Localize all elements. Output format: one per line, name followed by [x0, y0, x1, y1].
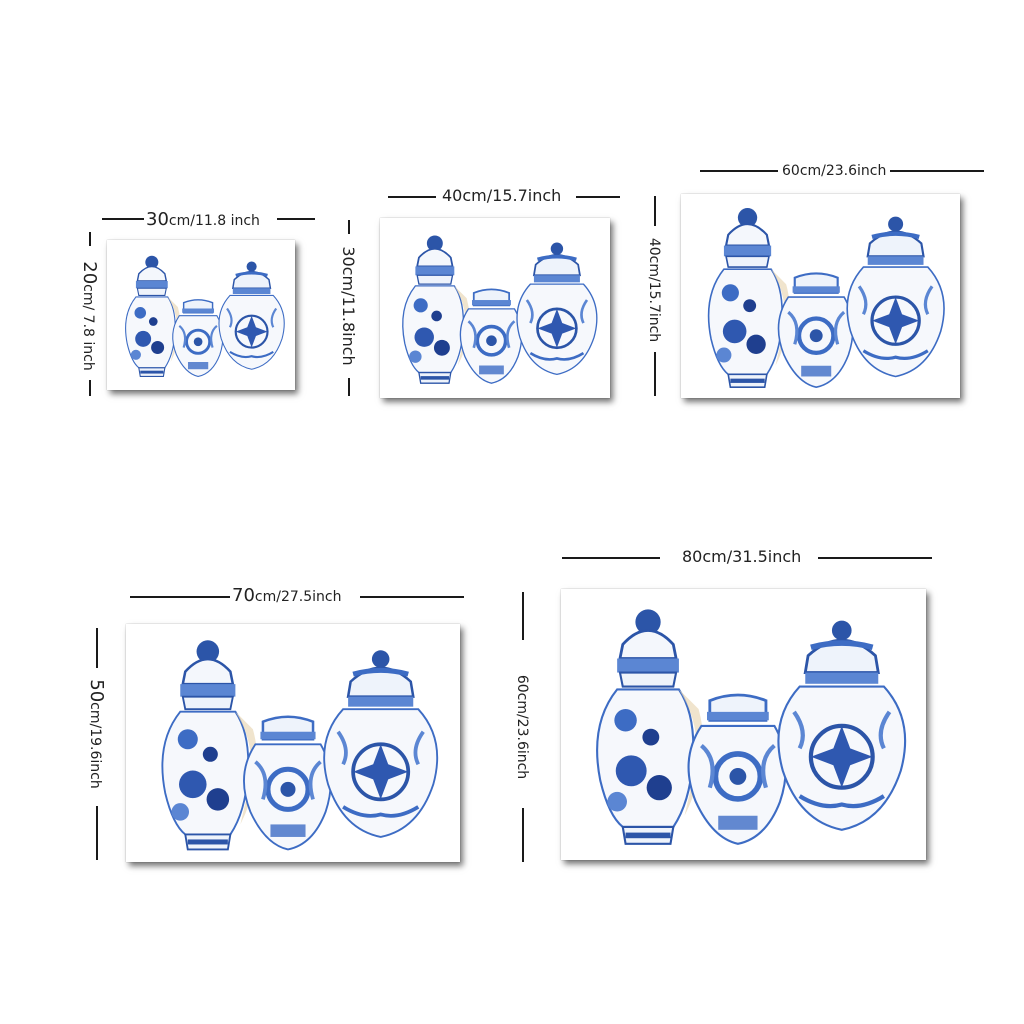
height-line	[522, 808, 524, 862]
width-line	[102, 218, 144, 220]
width-line	[818, 557, 932, 559]
width-line	[277, 218, 315, 220]
width-line	[562, 557, 660, 559]
height-line	[348, 220, 350, 234]
canvas-print-70x50	[126, 624, 460, 862]
height-line	[348, 378, 350, 396]
height-line	[96, 628, 98, 668]
height-label: 50cm/19.6inch	[86, 679, 107, 789]
width-label: 40cm/15.7inch	[442, 186, 562, 205]
width-label: 60cm/23.6inch	[782, 163, 887, 179]
height-label: 40cm/15.7inch	[646, 237, 662, 343]
blue-white-vases-illustration	[681, 194, 960, 398]
width-line	[130, 596, 230, 598]
blue-white-vases-illustration	[561, 589, 926, 860]
width-line	[360, 596, 464, 598]
height-line	[89, 232, 91, 246]
canvas-print-60x40	[681, 194, 960, 398]
height-line	[89, 380, 91, 396]
canvas-print-small	[107, 240, 295, 390]
height-line	[96, 806, 98, 860]
width-line	[576, 196, 620, 198]
canvas-print-40x30	[380, 218, 610, 398]
width-line	[890, 170, 984, 172]
blue-white-vases-illustration	[124, 254, 286, 378]
height-label: 30cm/11.8inch	[339, 246, 358, 366]
width-label: 70cm/27.5inch	[232, 585, 342, 606]
width-line	[700, 170, 778, 172]
height-label: 20cm/ 7.8 inch	[79, 261, 100, 371]
height-line	[654, 196, 656, 226]
height-line	[522, 592, 524, 640]
height-label: 60cm/23.6inch	[514, 674, 530, 780]
width-label: 80cm/31.5inch	[682, 547, 802, 566]
width-line	[388, 196, 436, 198]
height-line	[654, 352, 656, 396]
width-label: 30cm/11.8 inch	[146, 209, 260, 230]
canvas-print-80x60	[561, 589, 926, 860]
blue-white-vases-illustration	[126, 624, 460, 862]
blue-white-vases-illustration	[400, 233, 599, 385]
